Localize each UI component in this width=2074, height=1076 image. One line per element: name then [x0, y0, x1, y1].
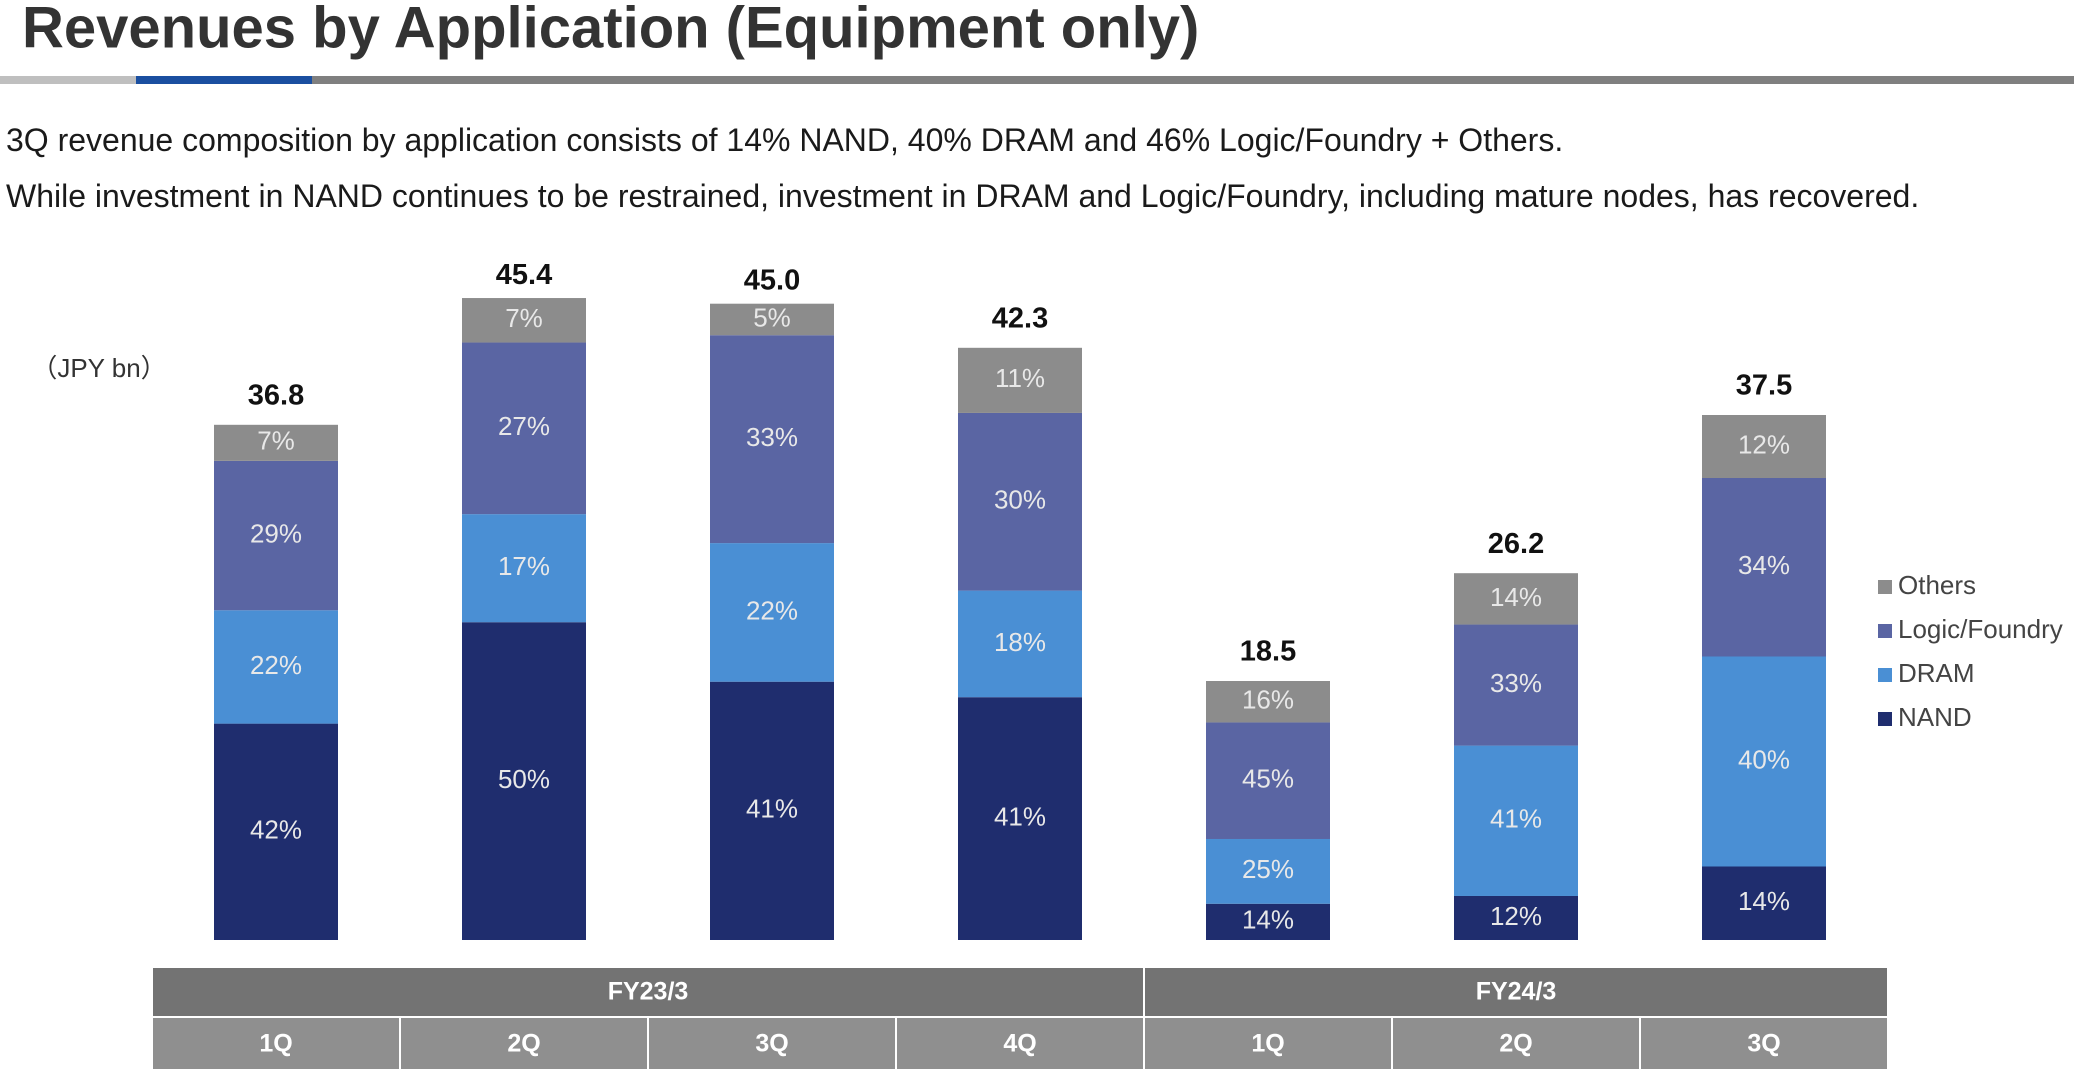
segment-label: 30% [994, 485, 1046, 515]
segment-label: 41% [994, 801, 1046, 831]
total-label: 45.0 [744, 265, 800, 297]
bar-segment [1454, 573, 1578, 625]
segment-label: 42% [250, 815, 302, 845]
legend-label: NAND [1898, 702, 1972, 732]
note: While investment in NAND continues to be… [6, 178, 1920, 214]
segment-label: 45% [1242, 764, 1294, 794]
x-tick-label: 1Q [1251, 1030, 1284, 1058]
legend-label: Logic/Foundry [1898, 614, 2063, 644]
segment-label: 7% [257, 426, 295, 456]
bar-segment [1702, 656, 1826, 867]
segment-label: 25% [1242, 854, 1294, 884]
note: 3Q revenue composition by application co… [6, 122, 1564, 158]
category-cell [153, 1018, 399, 1069]
legend-swatch [1878, 580, 1892, 594]
segment-label: 50% [498, 764, 550, 794]
segment-label: 41% [746, 794, 798, 824]
legend-label: DRAM [1898, 658, 1975, 688]
segment-label: 33% [746, 422, 798, 452]
x-tick-label: 1Q [259, 1030, 292, 1058]
legend-swatch [1878, 624, 1892, 638]
segment-label: 14% [1242, 905, 1294, 935]
bar-segment [1454, 624, 1578, 746]
bar-segment [214, 460, 338, 611]
category-cell [401, 1018, 647, 1069]
legend-label: Others [1898, 570, 1976, 600]
total-label: 18.5 [1240, 636, 1296, 668]
bar-segment [710, 543, 834, 682]
bar-segment [1702, 866, 1826, 940]
group-cell [153, 968, 1143, 1016]
bar-segment [1702, 415, 1826, 478]
segment-label: 22% [250, 650, 302, 680]
segment-label: 22% [746, 595, 798, 625]
unit-label: （JPY bn） [31, 353, 166, 383]
x-tick-label: 2Q [1499, 1030, 1532, 1058]
bar-segment [1206, 903, 1330, 940]
x-tick-label: 4Q [1003, 1030, 1036, 1058]
segment-label: 34% [1738, 550, 1790, 580]
category-cell [649, 1018, 895, 1069]
x-tick-label: 2Q [507, 1030, 540, 1058]
bar-segment [958, 412, 1082, 591]
bar-segment [1702, 478, 1826, 657]
segment-label: 5% [753, 302, 791, 332]
segment-label: 29% [250, 518, 302, 548]
bar-segment [958, 697, 1082, 940]
total-label: 42.3 [992, 302, 1048, 334]
group-label: FY24/3 [1476, 978, 1557, 1006]
segment-label: 40% [1738, 744, 1790, 774]
header-rule-accent [0, 76, 136, 84]
legend-swatch [1878, 712, 1892, 726]
bar-segment [958, 347, 1082, 413]
bar-segment [462, 514, 586, 623]
total-label: 45.4 [496, 259, 552, 291]
segment-label: 41% [1490, 804, 1542, 834]
total-label: 26.2 [1488, 528, 1544, 560]
segment-label: 16% [1242, 685, 1294, 715]
category-cell [1393, 1018, 1639, 1069]
segment-label: 17% [498, 551, 550, 581]
segment-label: 12% [1738, 429, 1790, 459]
segment-label: 11% [995, 363, 1045, 393]
segment-label: 14% [1738, 886, 1790, 916]
bar-segment [1454, 895, 1578, 940]
segment-label: 7% [505, 303, 543, 333]
bar-segment [1454, 745, 1578, 896]
x-tick-label: 3Q [755, 1030, 788, 1058]
header-rule [0, 76, 2074, 84]
bar-segment [462, 622, 586, 940]
bar-segment [1206, 722, 1330, 839]
bar-segment [214, 723, 338, 940]
segment-label: 12% [1490, 901, 1542, 931]
total-label: 37.5 [1736, 370, 1792, 402]
bar-segment [958, 590, 1082, 698]
segment-label: 27% [498, 411, 550, 441]
category-cell [897, 1018, 1143, 1069]
total-label: 36.8 [248, 379, 304, 411]
bar-segment [710, 303, 834, 336]
segment-label: 33% [1490, 668, 1542, 698]
bar-segment [1206, 838, 1330, 904]
bar-segment [710, 681, 834, 940]
bar-segment [214, 610, 338, 724]
chart-title: Revenues by Application (Equipment only) [22, 0, 1199, 60]
segment-label: 14% [1490, 582, 1542, 612]
bar-segment [462, 298, 586, 343]
legend-swatch [1878, 668, 1892, 682]
header-rule-accent [136, 76, 312, 84]
bar-segment [462, 342, 586, 515]
group-label: FY23/3 [608, 978, 689, 1006]
category-cell [1145, 1018, 1391, 1069]
segment-label: 18% [994, 627, 1046, 657]
bar-segment [1206, 681, 1330, 723]
group-cell [1145, 968, 1887, 1016]
category-cell [1641, 1018, 1887, 1069]
x-tick-label: 3Q [1747, 1030, 1780, 1058]
bar-segment [710, 335, 834, 544]
bar-segment [214, 424, 338, 461]
